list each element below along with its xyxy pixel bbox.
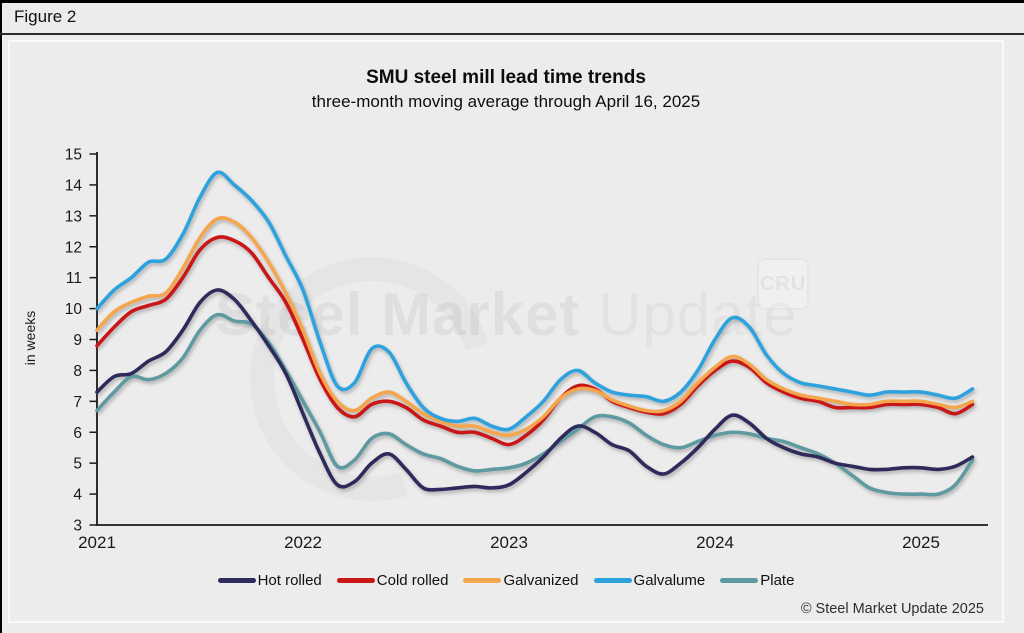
line-hot-rolled xyxy=(95,288,975,492)
y-tick-label: 3 xyxy=(73,518,82,535)
legend-label-cold-rolled: Cold rolled xyxy=(376,572,449,589)
legend-swatch-galvanized xyxy=(463,578,502,583)
legend-label-galvanized: Galvanized xyxy=(503,572,579,589)
legend-item-galvalume: Galvalume xyxy=(593,572,706,589)
legend-label-galvalume: Galvalume xyxy=(633,572,706,589)
line-cold-rolled xyxy=(95,235,975,447)
y-tick-label: 13 xyxy=(65,208,82,225)
legend-item-galvanized: Galvanized xyxy=(463,572,579,589)
legend-swatch-cold-rolled xyxy=(336,578,375,583)
x-tick-label-2024: 2024 xyxy=(696,533,734,552)
line-galvalume xyxy=(95,170,975,432)
y-tick-label: 11 xyxy=(66,270,82,287)
lead-time-line-chart: 3 4 5 6 7 8 9 10 11 12 13 14 15 2021 2022 2023 2024 2025 xyxy=(65,147,988,553)
figure-label: Figure 2 xyxy=(14,7,77,26)
legend-item-hot-rolled: Hot rolled xyxy=(217,572,322,589)
y-tick-label: 9 xyxy=(73,332,82,349)
legend-swatch-hot-rolled xyxy=(217,578,256,583)
line-plate xyxy=(95,312,975,497)
chart-title: SMU steel mill lead time trends xyxy=(366,67,646,88)
legend-swatch-plate xyxy=(720,578,759,583)
frame-top-border xyxy=(0,0,1024,3)
legend-item-cold-rolled: Cold rolled xyxy=(336,572,449,589)
y-tick-label: 14 xyxy=(65,177,83,194)
x-tick-label-2021: 2021 xyxy=(78,533,116,552)
y-tick-label: 12 xyxy=(65,239,82,256)
x-tick-label-2022: 2022 xyxy=(284,533,322,552)
legend-label-hot-rolled: Hot rolled xyxy=(257,572,322,589)
y-tick-label: 10 xyxy=(65,301,83,318)
frame-left-border xyxy=(0,0,2,633)
y-tick-label: 5 xyxy=(73,456,82,473)
axis-tick-labels: 3 4 5 6 7 8 9 10 11 12 13 14 15 2021 2022 2023 2024 2025 xyxy=(65,147,940,553)
y-tick-label: 4 xyxy=(73,487,82,504)
legend-item-plate: Plate xyxy=(720,572,794,589)
y-tick-label: 8 xyxy=(73,363,82,380)
y-tick-label: 15 xyxy=(65,147,82,164)
line-galvanized xyxy=(95,216,975,438)
chart-panel: SMU steel mill lead time trends three-mo… xyxy=(8,40,1004,623)
legend-swatch-galvalume xyxy=(593,578,632,583)
axes xyxy=(89,152,988,526)
y-tick-label: 7 xyxy=(73,394,82,411)
y-tick-label: 6 xyxy=(73,425,82,442)
series-lines xyxy=(95,170,975,497)
chart-legend: Hot rolled Cold rolled Galvanized Galvalume… xyxy=(10,572,1002,589)
chart-subtitle: three-month moving average through April… xyxy=(311,92,701,111)
x-tick-label-2023: 2023 xyxy=(490,533,528,552)
legend-label-plate: Plate xyxy=(760,572,795,589)
axis-lines xyxy=(96,152,988,526)
copyright-notice: © Steel Market Update 2025 xyxy=(800,601,984,617)
header-rule xyxy=(0,33,1024,35)
x-tick-label-2025: 2025 xyxy=(902,533,940,552)
